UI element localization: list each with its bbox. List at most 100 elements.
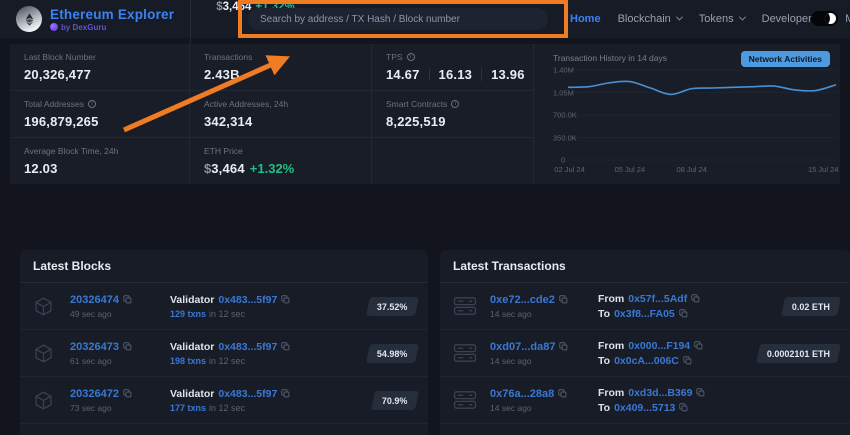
to-label: To <box>598 307 611 320</box>
copy-icon[interactable] <box>281 342 290 351</box>
block-validator-cell: Validator 0x483...5f97 198 txns in 12 sec <box>170 341 368 366</box>
copy-icon[interactable] <box>691 294 700 303</box>
info-icon[interactable]: i <box>88 100 97 108</box>
transaction-icon <box>453 390 479 410</box>
y-tick-label: 1.40M <box>553 65 574 75</box>
block-time: 61 sec ago <box>70 355 112 366</box>
main-nav: Home Blockchain Tokens Developers More <box>570 0 850 38</box>
copy-icon[interactable] <box>123 295 132 304</box>
block-txns-link[interactable]: 198 txns <box>170 355 207 366</box>
brand-text: Ethereum Explorer by DexGuru <box>50 7 174 32</box>
from-address-link[interactable]: 0x000...F194 <box>628 339 691 352</box>
nav-item-label: Tokens <box>698 13 734 25</box>
copy-icon[interactable] <box>696 388 705 397</box>
to-address-link[interactable]: 0x409...5713 <box>614 401 676 414</box>
validator-address-link[interactable]: 0x483...5f97 <box>218 387 278 400</box>
gas-used-badge: 70.9% <box>371 390 420 410</box>
block-number-link[interactable]: 20326473 <box>70 340 119 353</box>
app-title: Ethereum Explorer <box>50 6 175 22</box>
copy-icon[interactable] <box>679 403 688 412</box>
tx-addresses-cell: From 0xd3d...B369 To 0x409...5713 <box>598 387 839 414</box>
nav-item-blockchain[interactable]: Blockchain <box>617 13 683 25</box>
copy-icon[interactable] <box>558 389 567 398</box>
copy-icon[interactable] <box>694 341 703 350</box>
y-tick-label: 350.0K <box>553 133 577 142</box>
block-number-link[interactable]: 20326474 <box>70 293 119 306</box>
chevron-down-icon <box>738 13 746 21</box>
eth-price-currency: $ <box>216 0 223 13</box>
transaction-row <box>440 424 850 435</box>
copy-icon[interactable] <box>559 295 568 304</box>
info-icon[interactable]: i <box>406 53 415 61</box>
ethereum-logo-icon <box>16 6 42 32</box>
copy-icon[interactable] <box>281 295 290 304</box>
validator-address-link[interactable]: 0x483...5f97 <box>218 293 278 306</box>
tps-value-2: 16.13 <box>438 67 473 82</box>
chart-title: Transaction History in 14 days <box>553 53 668 63</box>
nav-item-home[interactable]: Home <box>570 13 601 25</box>
block-number-cell: 20326473 61 sec ago <box>70 341 170 366</box>
tx-hash-link[interactable]: 0x76a...28a8 <box>490 387 555 400</box>
stat-value: 2.43B <box>204 67 240 82</box>
search-input[interactable] <box>248 8 548 30</box>
to-address-link[interactable]: 0x3f8...FA05 <box>614 307 675 320</box>
tps-value-1: 14.67 <box>386 67 420 82</box>
stat-label: Transactions <box>204 52 253 62</box>
transaction-icon <box>453 343 479 363</box>
to-address-link[interactable]: 0x0cA...006C <box>614 354 679 367</box>
block-txns-link[interactable]: 129 txns <box>170 308 207 319</box>
copy-icon[interactable] <box>683 356 692 365</box>
block-number-cell: 20326474 49 sec ago <box>70 294 170 319</box>
stat-value: 196,879,265 <box>24 114 99 129</box>
app-header: Ethereum Explorer by DexGuru ETH price $… <box>0 0 850 48</box>
tx-hash-link[interactable]: 0xd07...da87 <box>490 340 556 353</box>
block-txns-link[interactable]: 177 txns <box>170 402 207 413</box>
block-duration: in 12 sec <box>209 308 246 319</box>
stat-label: Total Addresses <box>24 99 85 109</box>
transaction-row: 0x76a...28a8 14 sec ago From 0xd3d...B369 To… <box>440 377 850 424</box>
nav-item-tokens[interactable]: Tokens <box>698 13 746 25</box>
tx-hash-cell: 0xe72...cde2 14 sec ago <box>490 294 598 319</box>
stat-average-block-time: Average Block Time, 24h 12.03 <box>10 138 190 184</box>
copy-icon[interactable] <box>559 342 568 351</box>
block-number-link[interactable]: 20326472 <box>70 387 119 400</box>
theme-toggle[interactable] <box>811 11 838 26</box>
latest-blocks-list: 20326474 49 sec ago Validator 0x483...5f97 1… <box>20 283 428 435</box>
tx-hash-cell: 0x76a...28a8 14 sec ago <box>490 388 598 413</box>
block-cube-icon <box>33 296 59 317</box>
block-number-cell: 20326472 73 sec ago <box>70 388 170 413</box>
to-label: To <box>598 354 611 367</box>
validator-address-link[interactable]: 0x483...5f97 <box>218 340 278 353</box>
dexguru-icon <box>50 23 58 31</box>
validator-label: Validator <box>170 293 215 306</box>
nav-item-more[interactable]: More <box>845 13 850 25</box>
copy-icon[interactable] <box>679 309 688 318</box>
copy-icon[interactable] <box>281 389 290 398</box>
info-icon[interactable]: i <box>451 100 460 108</box>
copy-icon[interactable] <box>123 342 132 351</box>
y-tick-label: 0 <box>561 155 566 165</box>
stat-total-addresses: Total Addresses i 196,879,265 <box>10 91 190 138</box>
latest-transactions-title: Latest Transactions <box>440 250 850 283</box>
from-address-link[interactable]: 0x57f...5Adf <box>628 292 688 305</box>
eth-price-currency: $ <box>204 161 212 176</box>
tx-time: 14 sec ago <box>490 355 532 366</box>
stat-value: 12.03 <box>24 161 58 176</box>
network-activities-button[interactable]: Network Activities <box>740 51 830 67</box>
y-tick-label: 700.0K <box>553 110 577 120</box>
divider <box>481 68 483 81</box>
copy-icon[interactable] <box>123 389 132 398</box>
stat-empty-cell <box>372 138 534 184</box>
latest-blocks-panel: Latest Blocks 20326474 49 sec ago Validato… <box>20 250 428 435</box>
transaction-row: 0xe72...cde2 14 sec ago From 0x57f...5Adf To… <box>440 283 850 330</box>
stat-smart-contracts: Smart Contracts i 8,225,519 <box>372 91 534 138</box>
tx-hash-link[interactable]: 0xe72...cde2 <box>490 293 555 306</box>
nav-item-developers[interactable]: Developers <box>762 13 830 25</box>
from-address-link[interactable]: 0xd3d...B369 <box>628 386 693 399</box>
line-chart <box>566 69 838 161</box>
nav-item-label: Blockchain <box>617 13 671 25</box>
from-label: From <box>598 339 625 352</box>
stat-value: 342,314 <box>204 114 253 129</box>
eth-price-value: 3,464 <box>211 161 245 176</box>
latest-blocks-title: Latest Blocks <box>20 250 428 283</box>
